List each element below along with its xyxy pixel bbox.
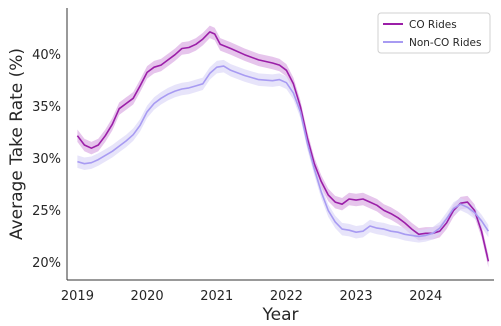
series-lines [76, 31, 490, 262]
y-tick-label-30: 30% [32, 152, 61, 167]
y-tick-label-20: 20% [32, 256, 61, 271]
legend-label-co-rides: CO Rides [409, 19, 457, 31]
axes [66, 8, 494, 281]
line-co-rides [76, 31, 490, 262]
y-tick-labels: 20% 25% 30% 35% 40% [32, 48, 61, 271]
legend: CO Rides Non-CO Rides [377, 12, 491, 54]
x-tick-labels: 2019 2020 2021 2022 2023 2024 [61, 289, 442, 304]
x-tick-label-2023: 2023 [340, 289, 373, 304]
x-tick-label-2021: 2021 [200, 289, 233, 304]
y-tick-label-25: 25% [32, 204, 61, 219]
x-tick-label-2019: 2019 [61, 289, 94, 304]
confidence-bands [77, 25, 489, 268]
legend-label-non-co-rides: Non-CO Rides [409, 37, 481, 49]
y-axis-title: Average Take Rate (%) [7, 48, 27, 240]
y-tick-label-35: 35% [32, 100, 61, 115]
x-tick-label-2020: 2020 [131, 289, 164, 304]
x-tick-label-2022: 2022 [270, 289, 303, 304]
band-co-rides [77, 25, 489, 268]
legend-box [377, 12, 491, 54]
y-tick-label-40: 40% [32, 48, 61, 63]
x-axis-title: Year [262, 305, 299, 325]
x-tick-label-2024: 2024 [409, 289, 442, 304]
line-non-co-rides [77, 65, 490, 238]
